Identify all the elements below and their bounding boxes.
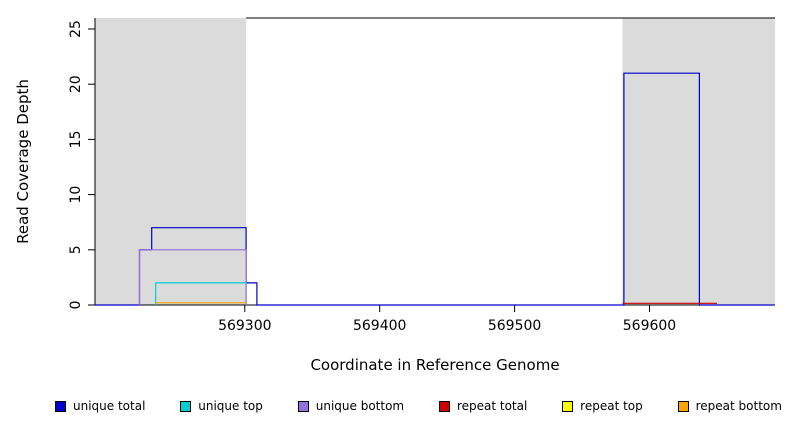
y-tick-label: 25	[68, 20, 84, 38]
legend-item-repeat-top: repeat top	[562, 399, 643, 413]
y-tick-label: 10	[68, 186, 84, 204]
masked-region-0	[95, 18, 247, 305]
x-tick-label: 569500	[488, 318, 541, 334]
legend-item-repeat-bottom: repeat bottom	[677, 399, 782, 413]
x-axis-title: Coordinate in Reference Genome	[310, 356, 560, 374]
series-unique-bottom	[138, 249, 247, 305]
legend-label: repeat top	[580, 399, 643, 413]
legend-swatch-unique-bottom	[297, 400, 309, 412]
legend-item-repeat-total: repeat total	[438, 399, 528, 413]
x-tick-label: 569400	[353, 318, 406, 334]
legend-label: repeat bottom	[695, 399, 782, 413]
masked-region-1	[622, 18, 775, 305]
y-axis-title: Read Coverage Depth	[14, 79, 32, 244]
legend-swatch-repeat-bottom	[677, 400, 689, 412]
coverage-plot: 569300 569400 569500 569600 0 5 10 15 20 25 Read C…	[14, 17, 775, 334]
y-tick-label: 20	[68, 75, 84, 93]
legend-swatch-repeat-total	[438, 400, 450, 412]
legend-item-unique-bottom: unique bottom	[297, 399, 405, 413]
legend-swatch-unique-top	[180, 400, 192, 412]
legend-item-unique-total: unique total	[55, 399, 145, 413]
legend-swatch-repeat-top	[562, 400, 574, 412]
legend: unique total unique top unique bottom repea…	[0, 399, 792, 413]
legend-label: unique bottom	[315, 399, 405, 413]
legend-label: repeat total	[456, 399, 528, 413]
legend-label: unique top	[198, 399, 263, 413]
x-tick-label: 569600	[623, 318, 676, 334]
legend-item-unique-top: unique top	[180, 399, 263, 413]
y-tick-label: 5	[68, 245, 84, 254]
y-tick-label: 15	[68, 130, 84, 148]
legend-label: unique total	[73, 399, 146, 413]
x-tick-label: 569300	[218, 318, 271, 334]
y-tick-label: 0	[68, 301, 84, 310]
legend-swatch-unique-total	[55, 400, 66, 412]
